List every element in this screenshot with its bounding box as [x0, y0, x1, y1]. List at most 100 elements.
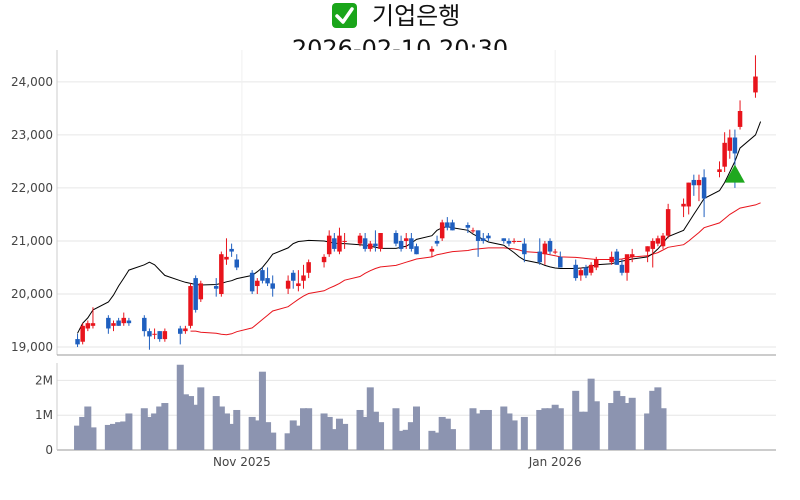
candlestick — [116, 317, 121, 326]
candlestick — [486, 233, 491, 241]
candle-body — [224, 256, 229, 260]
volume-bar — [587, 378, 595, 450]
volume-bar — [217, 406, 225, 450]
candlestick — [378, 233, 383, 252]
volume-bar — [156, 406, 164, 450]
candlestick — [753, 55, 758, 98]
volume-bar — [320, 413, 328, 450]
volume-bar — [397, 430, 405, 450]
candlestick — [594, 256, 599, 271]
volume-bar — [469, 408, 477, 450]
candle-body — [537, 251, 543, 263]
candlestick — [285, 275, 291, 294]
candle-body — [106, 317, 111, 329]
volume-bar — [115, 422, 123, 450]
volume-bar — [341, 423, 349, 450]
candle-body — [727, 137, 733, 151]
volume-bar — [407, 422, 415, 450]
long-moving-average-line — [190, 202, 761, 336]
volume-bar — [520, 416, 528, 450]
volume-axis-ticks: 0 1M 2M — [35, 373, 53, 457]
volume-bar — [479, 409, 487, 450]
candle-body — [737, 111, 743, 127]
candle-body — [558, 256, 563, 268]
volume-bar — [253, 420, 261, 450]
candle-body — [255, 280, 260, 287]
price-plot-area — [57, 50, 776, 355]
price-tick-label: 24,000 — [11, 75, 53, 89]
candlestick — [665, 203, 671, 239]
candlestick — [558, 251, 563, 268]
candle-body — [506, 240, 512, 244]
volume-bar — [356, 409, 364, 450]
candlestick — [265, 267, 270, 287]
volume-bar — [289, 420, 297, 450]
candlestick — [213, 278, 219, 297]
volume-bar — [192, 404, 200, 450]
volume-bar — [618, 396, 626, 450]
candlestick — [321, 254, 327, 268]
candlestick — [393, 230, 399, 247]
candle-body — [213, 286, 219, 289]
candle-body — [183, 328, 188, 332]
candle-body — [260, 270, 265, 281]
candle-body — [249, 272, 255, 292]
candle-body — [373, 243, 378, 247]
candlestick — [727, 129, 733, 159]
candlestick — [470, 227, 476, 233]
volume-bar — [413, 406, 420, 450]
candlestick — [75, 333, 80, 348]
candle-body — [691, 179, 697, 186]
volume-bar — [335, 418, 343, 450]
candlestick — [224, 238, 229, 265]
candle-body — [501, 238, 507, 241]
volume-bar — [176, 364, 184, 450]
candlestick — [368, 240, 373, 252]
candle-body — [265, 278, 270, 284]
volume-bar — [592, 401, 600, 450]
volume-tick-label: 0 — [45, 443, 53, 457]
candlestick — [357, 233, 363, 247]
candle-body — [409, 238, 414, 249]
candle-body — [429, 248, 435, 252]
candle-body — [681, 203, 686, 207]
volume-bar — [212, 396, 220, 450]
price-tick-label: 22,000 — [11, 181, 53, 195]
candle-body — [573, 264, 578, 279]
candlesticks — [75, 55, 758, 350]
candlestick — [588, 262, 594, 276]
candlestick — [162, 328, 168, 342]
candle-body — [290, 272, 296, 281]
volume-bar — [428, 430, 436, 450]
candle-body — [475, 230, 481, 241]
candlestick — [516, 240, 522, 242]
price-tick-label: 21,000 — [11, 234, 53, 248]
candle-body — [85, 323, 91, 329]
candlestick — [696, 174, 702, 202]
candlestick — [552, 248, 558, 255]
volume-bar — [541, 408, 549, 450]
candlestick — [537, 238, 543, 265]
candlestick — [609, 251, 614, 265]
candle-body — [619, 264, 625, 273]
candle-body — [270, 283, 275, 289]
candle-body — [378, 233, 383, 249]
volume-bar — [181, 394, 189, 450]
candle-body — [403, 238, 409, 241]
volume-bar — [613, 390, 621, 450]
candle-body — [398, 240, 404, 249]
candle-body — [414, 246, 419, 255]
candle-body — [162, 331, 168, 340]
chart-title: 기업은행 — [372, 2, 460, 30]
check-mark — [335, 7, 354, 24]
candlestick — [542, 240, 548, 265]
volume-bar — [448, 429, 456, 450]
candlestick — [501, 238, 507, 244]
candlestick — [373, 230, 378, 252]
volume-bar — [377, 422, 385, 450]
candle-body — [445, 222, 450, 228]
candlestick — [121, 312, 127, 326]
candlestick — [522, 238, 527, 263]
price-tick-label: 23,000 — [11, 128, 53, 142]
candle-body — [152, 333, 157, 335]
